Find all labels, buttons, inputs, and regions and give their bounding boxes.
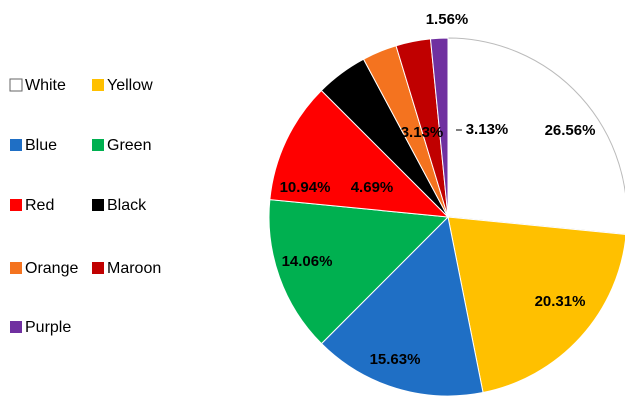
pie-slice [429, 37, 449, 218]
data-label: 1.56% [426, 11, 469, 28]
pie-slice [269, 89, 450, 218]
data-label: 26.56% [545, 122, 596, 139]
data-label: 14.06% [282, 253, 333, 270]
legend-label: Purple [25, 319, 71, 336]
legend-label: Black [107, 197, 147, 214]
pie-slice [320, 215, 484, 396]
legend-label: Green [107, 137, 151, 154]
legend-swatch [92, 199, 104, 211]
data-label: 20.31% [535, 293, 586, 310]
legend-swatch [92, 139, 104, 151]
legend-label: Red [25, 197, 54, 214]
legend-swatch [92, 262, 104, 274]
legend-label: Orange [25, 260, 78, 277]
data-label: 4.69% [351, 179, 394, 196]
pie-slice [268, 199, 450, 345]
legend-label: Maroon [107, 260, 161, 277]
legend-swatch [9, 78, 23, 92]
pie-slice [447, 216, 625, 394]
legend-label: Blue [25, 137, 57, 154]
data-label: 3.13% [401, 124, 444, 141]
legend-label: White [25, 77, 66, 94]
legend-swatch [10, 139, 22, 151]
data-label: 10.94% [280, 179, 331, 196]
legend-swatch [10, 199, 22, 211]
legend-label: Yellow [107, 77, 153, 94]
legend-swatch [92, 79, 104, 91]
data-label: 15.63% [370, 351, 421, 368]
legend-swatch [10, 321, 22, 333]
legend-swatch [10, 262, 22, 274]
pie-slice [447, 37, 625, 235]
data-label: 3.13% [466, 121, 509, 138]
